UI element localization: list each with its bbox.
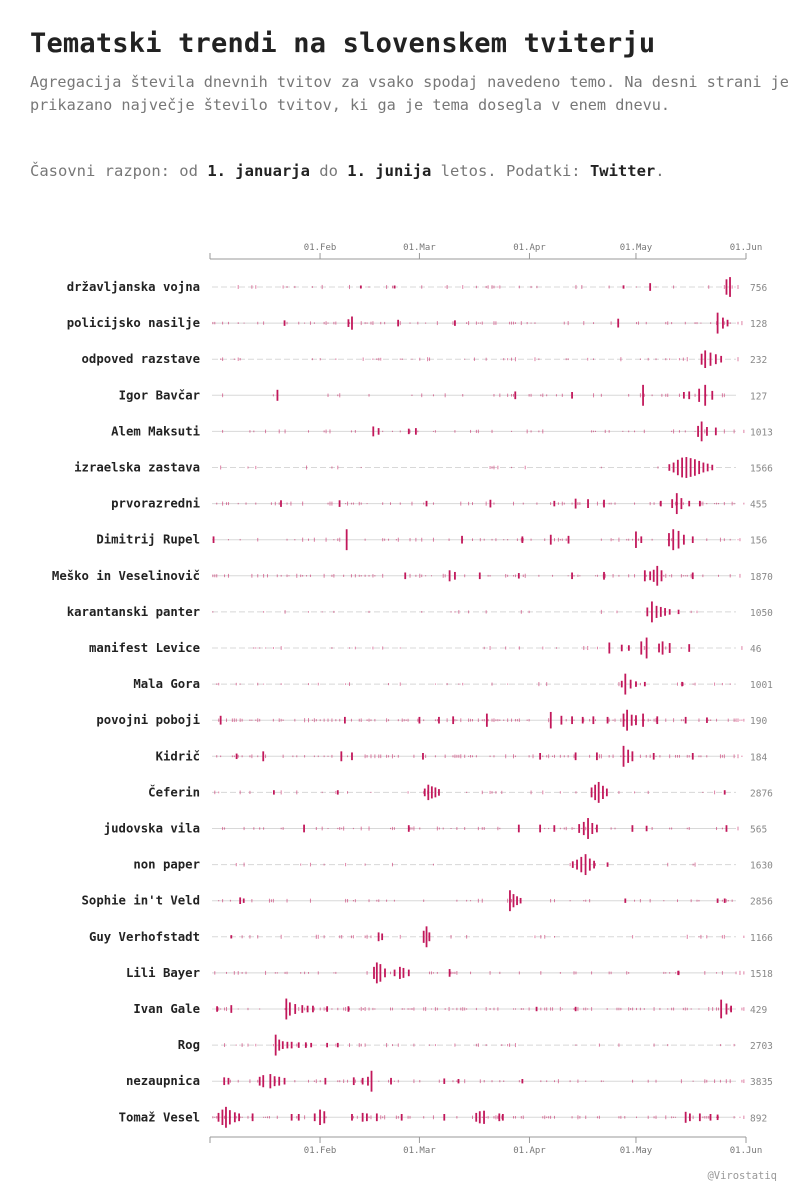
series-label: Lili Bayer [126,966,200,980]
series-max-value: 1166 [750,933,773,944]
series-max-value: 156 [750,536,767,547]
range-prefix: Časovni razpon: od [30,162,208,180]
series-label: manifest Levice [89,641,200,655]
series-max-value: 1518 [750,969,773,980]
axis-bottom-tick-label: 01.May [620,1146,653,1156]
range-source: Twitter [589,162,656,180]
series-label: Dimitrij Rupel [96,533,200,547]
axis-bottom-tick-label: 01.Mar [403,1146,436,1156]
series-label: povojni poboji [96,713,200,727]
series-max-value: 232 [750,355,767,366]
author-credit: @Virostatiq [707,1170,777,1182]
axis-top-tick-label: 01.Jun [730,243,763,253]
range-start: 1. januarja [207,162,310,180]
series-max-value: 127 [750,391,767,402]
series-label: Ivan Gale [133,1002,200,1016]
series-max-value: 756 [750,283,767,294]
axis-bottom-tick-label: 01.Feb [304,1146,337,1156]
series-max-value: 184 [750,752,767,763]
axis-bottom-tick-label: 01.Jun [730,1146,763,1156]
series-label: Sophie in't Veld [82,894,200,908]
series-max-value: 128 [750,319,767,330]
series-label: odpoved razstave [82,352,200,366]
time-range-note: Časovni razpon: od 1. januarja do 1. jun… [30,162,665,180]
series-max-value: 3835 [750,1077,773,1088]
axis-top-tick-label: 01.May [620,243,653,253]
series-label: Kidrič [156,749,200,763]
range-mid: do [309,162,348,180]
series-max-value: 46 [750,644,762,655]
series-max-value: 2703 [750,1041,773,1052]
series-max-value: 892 [750,1113,767,1124]
series-max-value: 1870 [750,572,773,583]
axis-top-tick-label: 01.Mar [403,243,436,253]
series-max-value: 190 [750,716,767,727]
series-max-value: 1013 [750,427,773,438]
range-end: 1. junija [347,162,432,180]
series-max-value: 1566 [750,464,773,475]
series-label: Meško in Veselinovič [52,569,200,583]
chart-subtitle: Agregacija števila dnevnih tvitov za vsa… [30,73,789,114]
series-label: državljanska vojna [67,280,200,294]
series-max-value: 1050 [750,608,773,619]
series-label: judovska vila [104,822,200,836]
series-label: Rog [178,1038,200,1052]
series-label: Igor Bavčar [119,388,200,402]
series-label: policijsko nasilje [67,316,200,330]
series-label: prvorazredni [111,497,200,511]
range-end-punct: . [655,162,665,180]
axis-top-tick-label: 01.Apr [513,243,546,253]
series-label: karantanski panter [67,605,200,619]
axis-top-tick-label: 01.Feb [304,243,337,253]
axis-bottom-tick-label: 01.Apr [513,1146,546,1156]
series-label: Mala Gora [133,677,200,691]
series-max-value: 455 [750,500,767,511]
series-label: Tomaž Vesel [119,1110,200,1124]
series-label: Guy Verhofstadt [89,930,200,944]
series-label: non paper [133,858,200,872]
series-label: Čeferin [148,784,200,799]
series-max-value: 2876 [750,788,773,799]
series-max-value: 1001 [750,680,773,691]
chart-title: Tematski trendi na slovenskem tviterju [30,28,656,59]
series-label: nezaupnica [126,1074,200,1088]
series-max-value: 1630 [750,861,773,872]
series-label: izraelska zastava [74,461,200,475]
series-max-value: 565 [750,825,767,836]
series-max-value: 2856 [750,897,773,908]
series-label: Alem Maksuti [111,424,200,438]
range-suffix: letos. Podatki: [431,162,590,180]
series-max-value: 429 [750,1005,767,1016]
